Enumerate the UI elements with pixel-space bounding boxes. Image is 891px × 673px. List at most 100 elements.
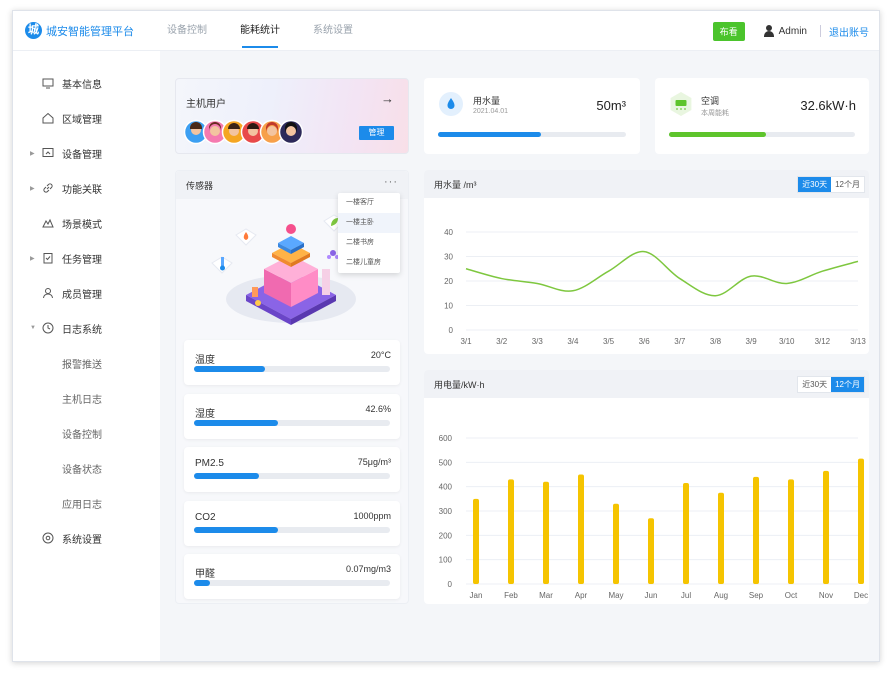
power-chart-header: 用电量/kW·h 近30天 12个月	[424, 370, 869, 398]
range-30d-button[interactable]: 近30天	[802, 380, 828, 389]
avatar[interactable]	[259, 119, 285, 145]
sidebar: 基本信息 区域管理 ▶ 设备管理 ▶ 功能关联 场景模式 ▶ 任务管理	[13, 51, 160, 661]
y-tick-label: 20	[444, 277, 453, 286]
tab-system-settings[interactable]: 系统设置	[313, 25, 353, 36]
sidebar-item-device[interactable]: ▶ 设备管理	[13, 143, 160, 163]
y-tick-label: 0	[449, 326, 454, 335]
y-tick-label: 500	[439, 458, 453, 467]
arrow-right-icon[interactable]: →	[381, 91, 394, 106]
ac-subtitle: 本周能耗	[701, 110, 729, 117]
sidebar-item-scene[interactable]: 场景模式	[13, 213, 160, 233]
sidebar-item-label: 设备控制	[62, 429, 102, 441]
view-badge-button[interactable]: 布看	[712, 21, 745, 41]
smart-home-illustration	[211, 214, 356, 325]
sidebar-item-function-link[interactable]: ▶ 功能关联	[13, 178, 160, 198]
y-tick-label: 30	[444, 253, 453, 262]
power-bar	[788, 479, 794, 584]
sensor-value: 75μg/m³	[357, 457, 391, 467]
water-title: 用水量	[473, 96, 501, 106]
x-tick-label: 3/13	[850, 337, 866, 346]
manage-button[interactable]: 管理	[359, 126, 394, 140]
x-tick-label: 3/7	[674, 337, 686, 346]
sensor-formaldehyde[interactable]: 甲醛 0.07mg/m3	[184, 554, 400, 599]
water-chart-header: 用水量 /m³ 近30天 12个月	[424, 170, 869, 198]
room-option-selected[interactable]: 一楼主卧	[338, 213, 400, 233]
sidebar-item-label: 成员管理	[62, 289, 102, 301]
water-chart-title: 用水量 /m³	[434, 180, 477, 190]
sidebar-subitem-device-status[interactable]: 设备状态	[13, 458, 160, 478]
power-bar	[578, 474, 584, 584]
sensor-name: CO2	[195, 512, 216, 523]
sidebar-subitem-alarm[interactable]: 报警推送	[13, 353, 160, 373]
sensor-pm25[interactable]: PM2.5 75μg/m³	[184, 447, 400, 492]
avatar[interactable]	[184, 119, 209, 145]
room-option[interactable]: 一楼客厅	[346, 199, 374, 206]
sensor-progress-fill	[194, 580, 210, 586]
water-line-chart: 0 10 20 30 40 3/1 3/2 3/3 3/4 3/5 3/6 3/7 3/8 3/9 3/10…	[444, 228, 866, 346]
sensor-card-title: 传感器	[186, 181, 214, 191]
sensor-name: 湿度	[195, 409, 215, 420]
x-tick-label: 3/9	[746, 337, 758, 346]
sidebar-item-label: 应用日志	[62, 499, 102, 511]
x-tick-label: Dec	[854, 591, 868, 600]
avatar[interactable]	[221, 119, 247, 145]
sensor-progress-bar	[194, 527, 390, 533]
sensor-name: 甲醛	[195, 569, 215, 580]
sensor-progress-fill	[194, 366, 265, 372]
sensor-name: 温度	[195, 355, 215, 366]
sidebar-item-label: 场景模式	[62, 219, 102, 231]
sidebar-item-task[interactable]: ▶ 任务管理	[13, 248, 160, 268]
app-logo[interactable]: 城 城安智能管理平台	[25, 22, 134, 39]
user-name[interactable]: Admin	[778, 25, 807, 37]
tab-energy-stats[interactable]: 能耗统计	[240, 11, 280, 51]
range-30d-button[interactable]: 近30天	[798, 177, 832, 192]
room-dropdown[interactable]: 一楼客厅 一楼主卧 二楼书房 二楼儿童房	[338, 193, 400, 273]
x-tick-label: Oct	[785, 591, 798, 600]
logout-link[interactable]: 退出账号	[829, 27, 869, 39]
sensor-temperature[interactable]: 温度 20°C	[184, 340, 400, 385]
sidebar-item-area[interactable]: 区域管理	[13, 108, 160, 128]
range-12m-button[interactable]: 12个月	[831, 377, 864, 392]
thermometer-icon	[211, 256, 233, 274]
sidebar-item-system-settings[interactable]: 系统设置	[13, 528, 160, 548]
sensor-progress-bar	[194, 420, 390, 426]
sidebar-subitem-host-log[interactable]: 主机日志	[13, 388, 160, 408]
x-tick-label: Nov	[819, 591, 833, 600]
sensor-value: 1000ppm	[353, 511, 391, 521]
sidebar-item-basic-info[interactable]: 基本信息	[13, 73, 160, 93]
host-user-title: 主机用户	[186, 99, 226, 110]
tab-device-control[interactable]: 设备控制	[167, 25, 207, 36]
sensor-progress-bar	[194, 366, 390, 372]
ac-progress-fill	[669, 132, 766, 137]
top-nav: 设备控制 能耗统计 系统设置	[167, 11, 386, 51]
y-tick-label: 600	[439, 434, 453, 443]
home-icon	[42, 112, 54, 124]
x-tick-label: May	[608, 591, 623, 600]
power-chart-card: 用电量/kW·h 近30天 12个月 0 100 200 300 400 500 600 Ja…	[424, 370, 869, 604]
power-bar	[858, 458, 864, 584]
sidebar-subitem-app-log[interactable]: 应用日志	[13, 493, 160, 513]
ac-value: 32.6kW·h	[800, 98, 856, 113]
sidebar-subitem-device-control[interactable]: 设备控制	[13, 423, 160, 443]
more-icon[interactable]: ···	[384, 176, 398, 188]
avatar[interactable]	[240, 119, 266, 145]
sensor-co2[interactable]: CO2 1000ppm	[184, 501, 400, 546]
sidebar-item-label: 设备状态	[62, 464, 102, 476]
avatar[interactable]	[278, 119, 304, 145]
sidebar-item-member[interactable]: 成员管理	[13, 283, 160, 303]
sensor-progress-fill	[194, 420, 279, 426]
x-tick-label: 3/12	[815, 337, 831, 346]
settings-icon	[42, 532, 54, 544]
water-value: 50m³	[596, 98, 626, 113]
sidebar-item-label: 报警推送	[62, 359, 102, 371]
sidebar-item-log-system[interactable]: ▼ 日志系统	[13, 318, 160, 338]
room-option[interactable]: 二楼儿童房	[346, 259, 381, 266]
sensor-progress-fill	[194, 527, 279, 533]
room-option[interactable]: 二楼书房	[346, 239, 374, 246]
range-12m-button[interactable]: 12个月	[835, 180, 860, 189]
power-bar	[613, 503, 619, 584]
power-bar	[823, 470, 829, 584]
sensor-progress-bar	[194, 580, 390, 586]
ac-energy-card: 空调 本周能耗 32.6kW·h	[655, 78, 869, 154]
sensor-humidity[interactable]: 湿度 42.6%	[184, 394, 400, 439]
